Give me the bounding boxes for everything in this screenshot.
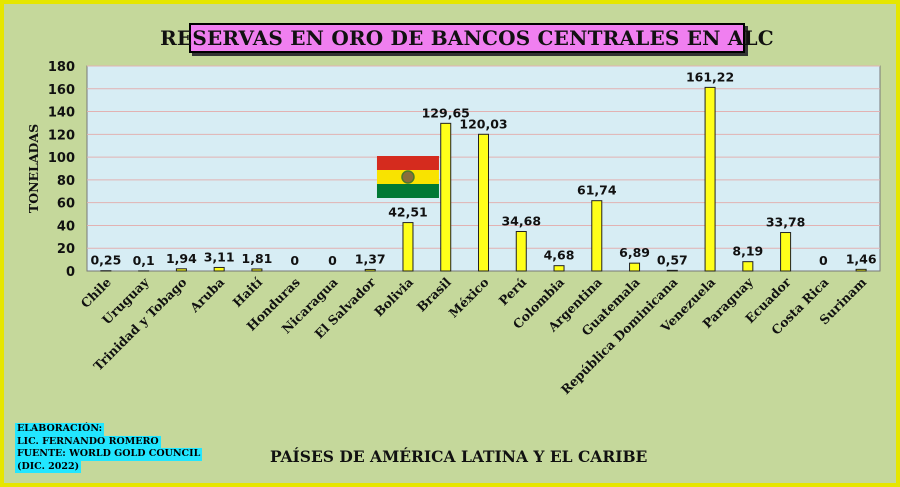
data-label: 0: [290, 253, 299, 268]
data-label: 120,03: [459, 116, 507, 131]
x-tick-label: México: [446, 275, 492, 321]
data-label: 1,37: [355, 251, 386, 266]
data-label: 1,81: [242, 251, 273, 266]
x-tick-label: Chile: [78, 274, 114, 310]
y-axis-title: TONELADAS: [26, 124, 41, 213]
y-tick-label: 100: [48, 151, 75, 166]
data-label: 61,74: [577, 183, 617, 198]
data-label: 3,11: [204, 249, 235, 264]
data-label: 0,25: [90, 253, 121, 268]
bar-guatemala: [629, 262, 641, 272]
credits-line-elaboracion: ELABORACIÓN:: [15, 423, 105, 436]
data-label: 34,68: [501, 214, 541, 229]
bar-méxico: [478, 133, 489, 272]
bolivia-flag-icon: [401, 170, 415, 184]
bar-colombia: [553, 265, 565, 272]
data-label: 4,68: [544, 248, 575, 263]
y-tick-label: 80: [57, 174, 75, 189]
y-tick-label: 180: [48, 60, 75, 75]
bar-brasil: [440, 122, 452, 272]
credits-block: ELABORACIÓN: LIC. FERNANDO ROMERO FUENTE…: [15, 423, 203, 473]
y-tick-label: 120: [48, 128, 75, 143]
data-label: 161,22: [686, 69, 734, 84]
credits-line-source: FUENTE: WORLD GOLD COUNCIL: [15, 448, 203, 461]
x-axis-title: PAÍSES DE AMÉRICA LATINA Y EL CARIBE: [270, 447, 648, 466]
y-tick-label: 140: [48, 106, 75, 121]
bar-aruba: [213, 266, 225, 272]
data-label: 1,46: [846, 251, 877, 266]
y-tick-label: 60: [57, 197, 75, 212]
data-label: 1,94: [166, 251, 197, 266]
chart-title: RESERVAS EN ORO DE BANCOS CENTRALES EN A…: [160, 23, 774, 53]
data-label: 0: [819, 253, 828, 268]
data-label: 8,19: [732, 244, 763, 259]
bar-ecuador: [780, 232, 792, 272]
bar-el-salvador: [364, 268, 376, 272]
y-tick-label: 160: [48, 83, 75, 98]
bar-haití: [251, 268, 263, 272]
data-label: 33,78: [766, 215, 806, 230]
data-label: 0,1: [133, 253, 155, 268]
y-tick-label: 20: [57, 242, 75, 257]
data-label: 129,65: [422, 105, 470, 120]
data-label: 0,57: [657, 252, 688, 267]
bar-surinam: [855, 268, 867, 272]
bar-perú: [515, 231, 527, 272]
bar-venezuela: [704, 86, 716, 272]
y-tick-label: 40: [57, 219, 75, 234]
data-label: 42,51: [388, 205, 428, 220]
flag-stripe-green: [376, 184, 439, 198]
bar-paraguay: [742, 261, 754, 272]
data-label: 6,89: [619, 245, 650, 260]
credits-line-date: (DIC. 2022): [15, 460, 82, 473]
x-tick-label: Perú: [496, 275, 530, 309]
bar-bolivia: [402, 222, 414, 272]
y-tick-label: 0: [66, 265, 75, 280]
x-tick-label: Bolivia: [371, 275, 416, 320]
data-label: 0: [328, 253, 337, 268]
bar-argentina: [591, 200, 603, 272]
bar-república-dominicana: [666, 269, 678, 272]
x-tick-label: Haití: [230, 274, 266, 310]
x-tick-label: Aruba: [186, 275, 227, 316]
flag-stripe-red: [376, 156, 439, 170]
bar-trinidad-y-tobago: [175, 268, 187, 272]
credits-line-author: LIC. FERNANDO ROMERO: [15, 435, 161, 448]
